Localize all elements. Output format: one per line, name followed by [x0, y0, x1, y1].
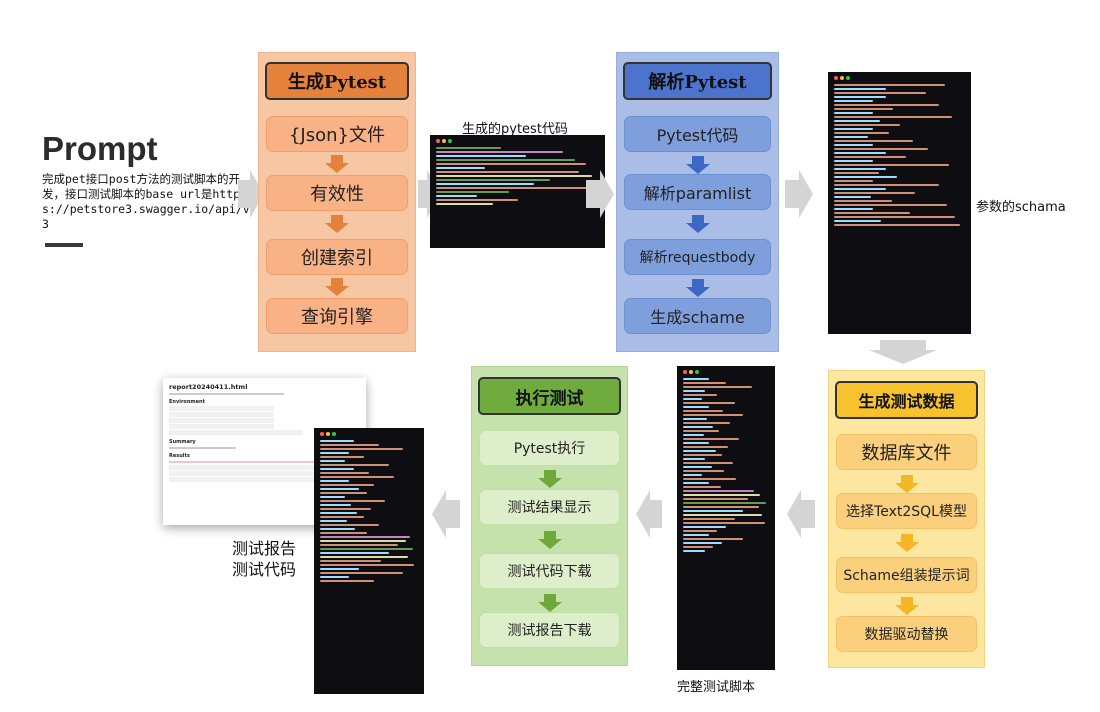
flow-arrowhead [600, 170, 614, 218]
caption-test-code: 测试代码 [232, 560, 297, 579]
flow-arrowhead [636, 490, 650, 538]
panel-execute-test: 执行测试 Pytest执行 测试结果显示 测试代码下载 测试报告下载 [471, 366, 628, 666]
flow-arrowhead [869, 350, 937, 364]
caption-full-script: 完整测试脚本 [677, 680, 756, 695]
prompt-underline [45, 243, 83, 247]
caption-generated-code: 生成的pytest代码 [462, 122, 568, 137]
step-database-file: 数据库文件 [836, 434, 977, 470]
generated-code-screenshot [430, 135, 605, 248]
prompt-title: Prompt [42, 130, 158, 167]
panel-title-execute-test: 执行测试 [478, 377, 621, 415]
schema-screenshot [828, 72, 971, 334]
panel-parse-pytest: 解析Pytest Pytest代码 解析paramlist 解析requestb… [616, 52, 779, 352]
panel-generate-test-data: 生成测试数据 数据库文件 选择Text2SQL模型 Schame组装提示词 数据… [828, 370, 985, 668]
step-download-code: 测试代码下载 [479, 553, 620, 589]
full-script-screenshot [677, 366, 775, 670]
flow-arrow-script-to-execute [650, 500, 662, 528]
flow-arrow-parse-to-schema [785, 180, 799, 208]
step-data-driven-replace: 数据驱动替换 [836, 616, 977, 652]
flow-arrow-prompt-to-generate [238, 180, 250, 208]
step-download-report: 测试报告下载 [479, 612, 620, 648]
flow-arrow-schema-to-data [880, 340, 926, 350]
step-parse-paramlist: 解析paramlist [624, 174, 771, 210]
step-show-results: 测试结果显示 [479, 489, 620, 525]
panel-title-generate-test-data: 生成测试数据 [835, 381, 978, 419]
step-query-engine: 查询引擎 [266, 298, 408, 334]
flow-arrowhead [799, 170, 813, 218]
flow-arrow-code-to-parse [586, 180, 600, 208]
step-pytest-code: Pytest代码 [624, 116, 771, 152]
caption-schema: 参数的schama [976, 200, 1066, 215]
panel-title-parse-pytest: 解析Pytest [623, 62, 772, 100]
flow-arrow-data-to-script [801, 500, 815, 528]
report-environment-heading: Environment [169, 399, 205, 405]
flow-arrow-execute-to-report [446, 500, 460, 528]
step-pytest-execute: Pytest执行 [479, 430, 620, 466]
report-title: report20240411.html [169, 383, 248, 391]
report-summary-heading: Summary [169, 439, 196, 445]
flow-arrow-generate-to-code [418, 180, 427, 208]
step-json-file: {Json}文件 [266, 116, 408, 152]
step-validity: 有效性 [266, 175, 408, 211]
step-generate-schame: 生成schame [624, 298, 771, 334]
panel-generate-pytest: 生成Pytest {Json}文件 有效性 创建索引 查询引擎 [258, 52, 416, 352]
report-results-heading: Results [169, 453, 190, 459]
flow-arrowhead [432, 490, 446, 538]
step-schame-prompt: Schame组装提示词 [836, 557, 977, 593]
prompt-text: 完成pet接口post方法的测试脚本的开发，接口测试脚本的base url是ht… [42, 172, 250, 231]
flow-arrowhead [787, 490, 801, 538]
panel-title-generate-pytest: 生成Pytest [265, 62, 409, 100]
step-parse-requestbody: 解析requestbody [624, 239, 771, 275]
test-code-screenshot [314, 428, 424, 694]
caption-test-report: 测试报告 [232, 539, 297, 558]
step-create-index: 创建索引 [266, 239, 408, 275]
step-select-text2sql-model: 选择Text2SQL模型 [836, 493, 977, 529]
